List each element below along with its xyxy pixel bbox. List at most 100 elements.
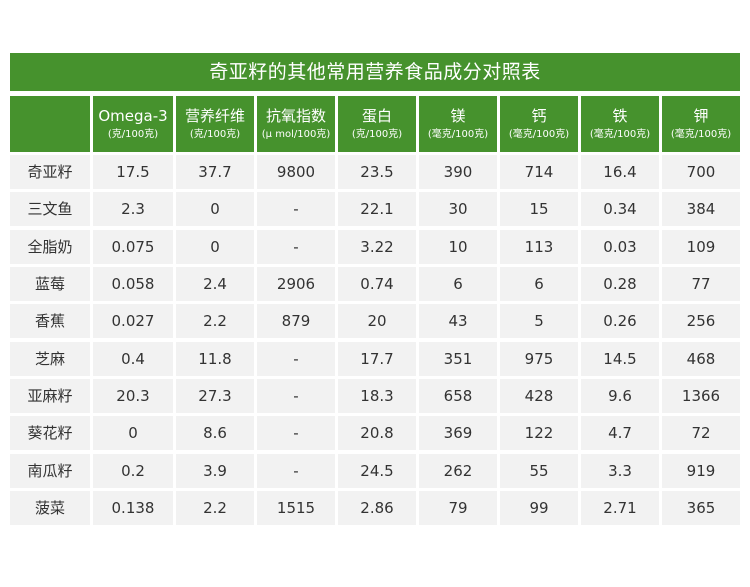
- value-cell: 0.2: [93, 453, 173, 488]
- value-cell: 0.26: [581, 304, 659, 339]
- food-name-cell: 葵花籽: [10, 416, 90, 451]
- value-cell: 1515: [257, 490, 335, 525]
- food-name-cell: 香蕉: [10, 304, 90, 339]
- value-cell: 0: [93, 416, 173, 451]
- value-cell: -: [257, 341, 335, 376]
- table-row: 南瓜籽 0.2 3.9 - 24.5 262 55 3.3 919: [10, 453, 740, 488]
- value-cell: 0.058: [93, 266, 173, 301]
- food-name-cell: 南瓜籽: [10, 453, 90, 488]
- value-cell: 8.6: [176, 416, 254, 451]
- table-row: 奇亚籽 17.5 37.7 9800 23.5 390 714 16.4 700: [10, 155, 740, 189]
- value-cell: 11.8: [176, 341, 254, 376]
- value-cell: 0.138: [93, 490, 173, 525]
- value-cell: 6: [500, 266, 578, 301]
- value-cell: -: [257, 229, 335, 264]
- value-cell: 0: [176, 192, 254, 227]
- header-cell-omega3: Omega-3 (克/100克): [93, 96, 173, 152]
- header-name: 营养纤维: [184, 106, 245, 125]
- table-row: 香蕉 0.027 2.2 879 20 43 5 0.26 256: [10, 304, 740, 339]
- value-cell: 1366: [662, 378, 740, 413]
- food-name-cell: 三文鱼: [10, 192, 90, 227]
- header-unit: (毫克/100克): [427, 128, 489, 140]
- value-cell: 365: [662, 490, 740, 525]
- value-cell: 9800: [257, 155, 335, 189]
- value-cell: 390: [419, 155, 497, 189]
- table-row: 三文鱼 2.3 0 - 22.1 30 15 0.34 384: [10, 192, 740, 227]
- header-cell-potassium: 钾 (毫克/100克): [662, 96, 740, 152]
- header-cell-protein: 蛋白 (克/100克): [338, 96, 416, 152]
- value-cell: 700: [662, 155, 740, 189]
- value-cell: 2.3: [93, 192, 173, 227]
- value-cell: 14.5: [581, 341, 659, 376]
- value-cell: 20.8: [338, 416, 416, 451]
- food-name-cell: 奇亚籽: [10, 155, 90, 189]
- header-unit: (毫克/100克): [670, 128, 732, 140]
- value-cell: 0.03: [581, 229, 659, 264]
- value-cell: -: [257, 416, 335, 451]
- header-unit: (克/100克): [107, 128, 159, 140]
- value-cell: 22.1: [338, 192, 416, 227]
- value-cell: 2.86: [338, 490, 416, 525]
- value-cell: 428: [500, 378, 578, 413]
- value-cell: 0: [176, 229, 254, 264]
- table-title: 奇亚籽的其他常用营养食品成分对照表: [10, 53, 740, 91]
- header-unit: (毫克/100克): [508, 128, 570, 140]
- value-cell: 24.5: [338, 453, 416, 488]
- value-cell: 714: [500, 155, 578, 189]
- table-body: 奇亚籽 17.5 37.7 9800 23.5 390 714 16.4 700…: [10, 155, 740, 525]
- value-cell: 2.2: [176, 304, 254, 339]
- value-cell: 0.74: [338, 266, 416, 301]
- value-cell: 0.4: [93, 341, 173, 376]
- value-cell: 15: [500, 192, 578, 227]
- header-name: 抗氧指数: [265, 106, 326, 125]
- value-cell: 55: [500, 453, 578, 488]
- value-cell: 919: [662, 453, 740, 488]
- food-name-cell: 全脂奶: [10, 229, 90, 264]
- value-cell: 0.28: [581, 266, 659, 301]
- header-cell-antioxidant: 抗氧指数 (μ mol/100克): [257, 96, 335, 152]
- value-cell: 3.22: [338, 229, 416, 264]
- value-cell: 99: [500, 490, 578, 525]
- value-cell: 10: [419, 229, 497, 264]
- value-cell: 27.3: [176, 378, 254, 413]
- value-cell: -: [257, 378, 335, 413]
- header-cell-magnesium: 镁 (毫克/100克): [419, 96, 497, 152]
- value-cell: 43: [419, 304, 497, 339]
- value-cell: 4.7: [581, 416, 659, 451]
- header-unit: (毫克/100克): [589, 128, 651, 140]
- header-unit: (克/100克): [351, 128, 403, 140]
- value-cell: -: [257, 453, 335, 488]
- value-cell: 2.2: [176, 490, 254, 525]
- value-cell: 879: [257, 304, 335, 339]
- header-name: 钙: [531, 106, 547, 125]
- value-cell: 9.6: [581, 378, 659, 413]
- value-cell: 77: [662, 266, 740, 301]
- value-cell: 262: [419, 453, 497, 488]
- value-cell: 0.075: [93, 229, 173, 264]
- food-name-cell: 蓝莓: [10, 266, 90, 301]
- value-cell: 79: [419, 490, 497, 525]
- header-name: 钾: [693, 106, 709, 125]
- table-row: 蓝莓 0.058 2.4 2906 0.74 6 6 0.28 77: [10, 266, 740, 301]
- header-name: Omega-3: [98, 106, 168, 125]
- value-cell: 20.3: [93, 378, 173, 413]
- table-row: 菠菜 0.138 2.2 1515 2.86 79 99 2.71 365: [10, 490, 740, 525]
- table-row: 亚麻籽 20.3 27.3 - 18.3 658 428 9.6 1366: [10, 378, 740, 413]
- value-cell: 384: [662, 192, 740, 227]
- value-cell: 113: [500, 229, 578, 264]
- food-name-cell: 芝麻: [10, 341, 90, 376]
- value-cell: 23.5: [338, 155, 416, 189]
- value-cell: 5: [500, 304, 578, 339]
- value-cell: 17.5: [93, 155, 173, 189]
- value-cell: 658: [419, 378, 497, 413]
- value-cell: 2.71: [581, 490, 659, 525]
- value-cell: 468: [662, 341, 740, 376]
- value-cell: 3.9: [176, 453, 254, 488]
- value-cell: 2.4: [176, 266, 254, 301]
- nutrition-comparison-table: 奇亚籽的其他常用营养食品成分对照表 Omega-3 (克/100克) 营养纤维 …: [10, 53, 740, 528]
- food-name-cell: 菠菜: [10, 490, 90, 525]
- header-name: 铁: [612, 106, 628, 125]
- header-cell-iron: 铁 (毫克/100克): [581, 96, 659, 152]
- value-cell: 0.027: [93, 304, 173, 339]
- table-header-row: Omega-3 (克/100克) 营养纤维 (克/100克) 抗氧指数 (μ m…: [10, 96, 740, 152]
